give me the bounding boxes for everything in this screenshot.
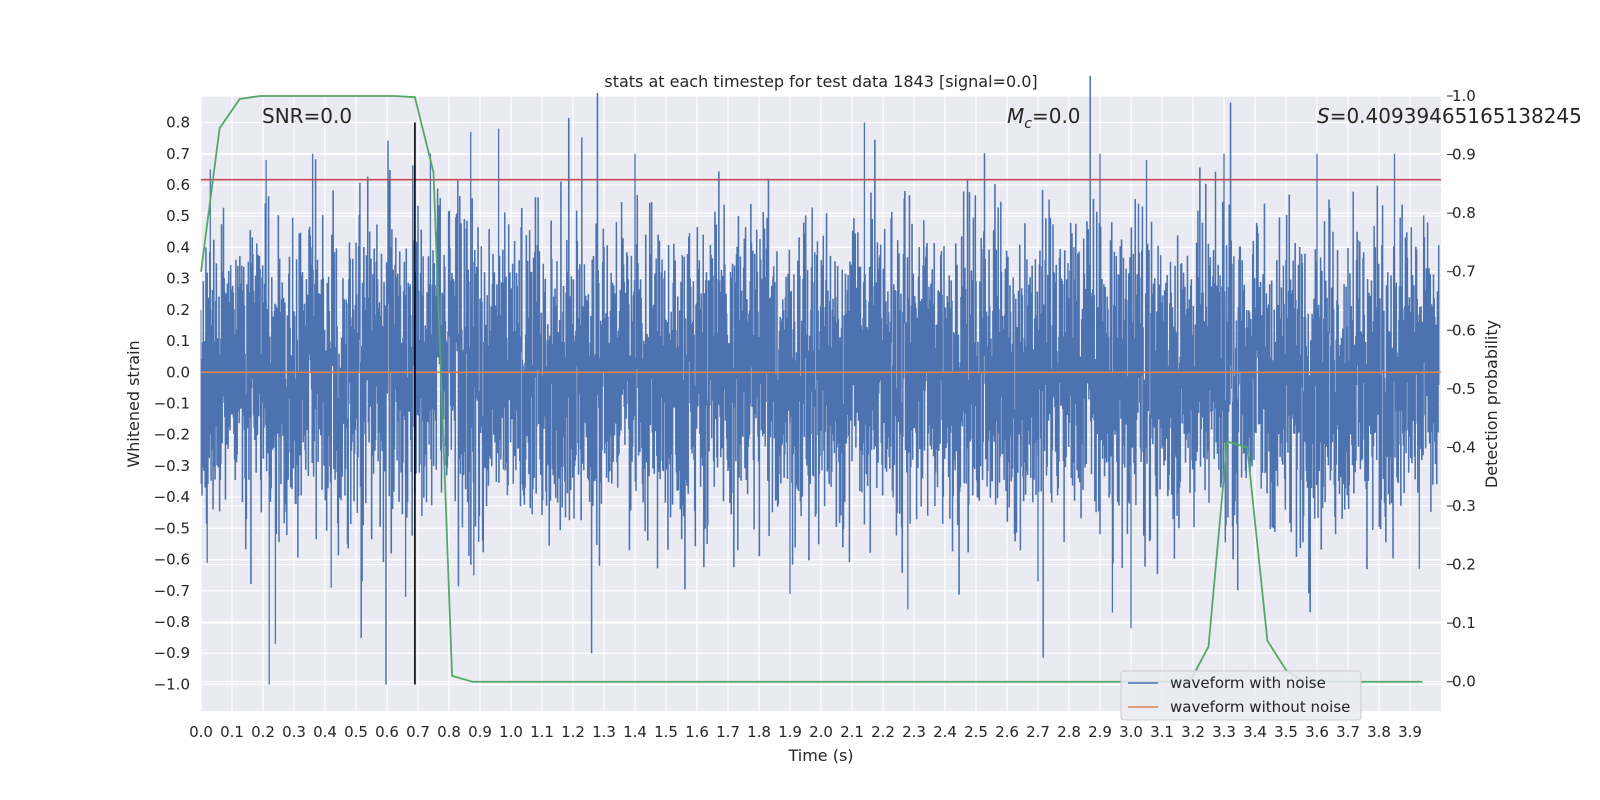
y2-tick-label: 0.8 [1452,204,1476,222]
x-tick-label: 1.2 [561,723,585,741]
x-tick-label: 2.6 [995,723,1019,741]
x-tick-label: 2.5 [964,723,988,741]
y2-tick-label: 1.0 [1452,87,1476,105]
y-tick-label: −0.2 [154,426,190,444]
x-tick-label: 0.3 [282,723,306,741]
x-tick-label: 1.1 [530,723,554,741]
x-tick-label: 2.9 [1088,723,1112,741]
y-tick-label: −0.8 [154,613,190,631]
y-tick-label: 0.7 [166,145,190,163]
x-tick-label: 0.2 [251,723,275,741]
x-tick-label: 1.4 [623,723,647,741]
y-tick-label: −0.9 [154,644,190,662]
y2-tick-label: 0.2 [1452,556,1476,574]
x-tick-label: 0.5 [344,723,368,741]
legend-label-clean: waveform without noise [1170,698,1350,716]
x-tick-label: 3.2 [1181,723,1205,741]
y2-tick-label: 0.9 [1452,146,1476,164]
y2-tick-label: 0.6 [1452,321,1476,339]
x-tick-label: 2.7 [1026,723,1050,741]
s-annotation: S=0.40939465165138245 [1317,104,1582,128]
mc-value: =0.0 [1032,104,1081,128]
x-tick-label: 2.0 [809,723,833,741]
y-tick-label: 0.6 [166,176,190,194]
series-waveform-with-noise [200,75,1440,685]
x-tick-label: 3.0 [1119,723,1143,741]
x-tick-label: 0.7 [406,723,430,741]
x-tick-label: 2.8 [1057,723,1081,741]
x-tick-label: 3.4 [1243,723,1267,741]
x-tick-label: 0.9 [468,723,492,741]
noise-series [200,75,1440,685]
y2-axis-label: Detection probability [1482,320,1501,488]
axes: 0.0 0.1 0.2 0.3 0.4 0.5 0.6 0.7 0.8 0.9 1.0 1.1 1.2 1… [154,87,1476,741]
x-tick-label: 1.6 [685,723,709,741]
x-tick-label: 1.3 [592,723,616,741]
y-tick-label: 0.0 [166,363,190,381]
y-tick-label: −0.5 [154,519,190,537]
x-tick-label: 3.6 [1305,723,1329,741]
y-tick-label: 0.1 [166,332,190,350]
y-tick-label: 0.2 [166,301,190,319]
x-tick-label: 2.1 [840,723,864,741]
x-tick-label: 3.1 [1150,723,1174,741]
y-tick-label: −0.3 [154,457,190,475]
mc-annotation: Mc=0.0 [1007,104,1081,132]
s-symbol: S [1317,104,1330,128]
x-tick-label: 0.4 [313,723,337,741]
x-tick-label: 3.9 [1398,723,1422,741]
x-tick-label: 2.3 [902,723,926,741]
x-tick-label: 1.9 [778,723,802,741]
x-tick-label: 0.8 [437,723,461,741]
s-value: =0.40939465165138245 [1330,104,1582,128]
y2-tick-label: 0.5 [1452,380,1476,398]
y2-tick-label: 0.3 [1452,497,1476,515]
y-tick-label: 0.4 [166,238,190,256]
legend-box [1120,670,1362,721]
x-tick-label: 2.4 [933,723,957,741]
x-tick-label: 1.5 [654,723,678,741]
series-detection-probability [200,95,1423,683]
x-tick-label: 1.7 [716,723,740,741]
x-tick-label: 3.7 [1336,723,1360,741]
y2-tick-label: 0.0 [1452,673,1476,691]
y-tick-label: −0.6 [154,551,190,569]
x-tick-label: 1.8 [747,723,771,741]
x-axis-label: Time (s) [787,746,853,765]
legend: waveform with noise waveform without noi… [1120,670,1362,721]
y-tick-label: −1.0 [154,675,190,693]
y-tick-label: 0.3 [166,270,190,288]
x-tick-label: 0.0 [189,723,213,741]
x-tick-label: 2.2 [871,723,895,741]
chart-title: stats at each timestep for test data 184… [604,72,1037,91]
mc-subscript: c [1024,116,1032,132]
legend-label-noise: waveform with noise [1170,674,1326,692]
y-tick-label: −0.1 [154,395,190,413]
x-tick-label: 0.1 [220,723,244,741]
snr-annotation: SNR=0.0 [262,104,352,128]
y-axis-label: Whitened strain [124,340,143,467]
y-tick-label: 0.8 [166,114,190,132]
y-tick-label: 0.5 [166,207,190,225]
y-tick-label: −0.4 [154,488,190,506]
y2-tick-label: 0.4 [1452,438,1476,456]
mc-symbol: M [1007,104,1024,128]
x-tick-label: 3.5 [1274,723,1298,741]
y2-tick-label: 0.1 [1452,614,1476,632]
x-tick-label: 0.6 [375,723,399,741]
y2-tick-label: 0.7 [1452,263,1476,281]
y-tick-label: −0.7 [154,582,190,600]
x-tick-label: 1.0 [499,723,523,741]
x-tick-label: 3.3 [1212,723,1236,741]
x-tick-label: 3.8 [1367,723,1391,741]
line-series [200,95,1441,685]
